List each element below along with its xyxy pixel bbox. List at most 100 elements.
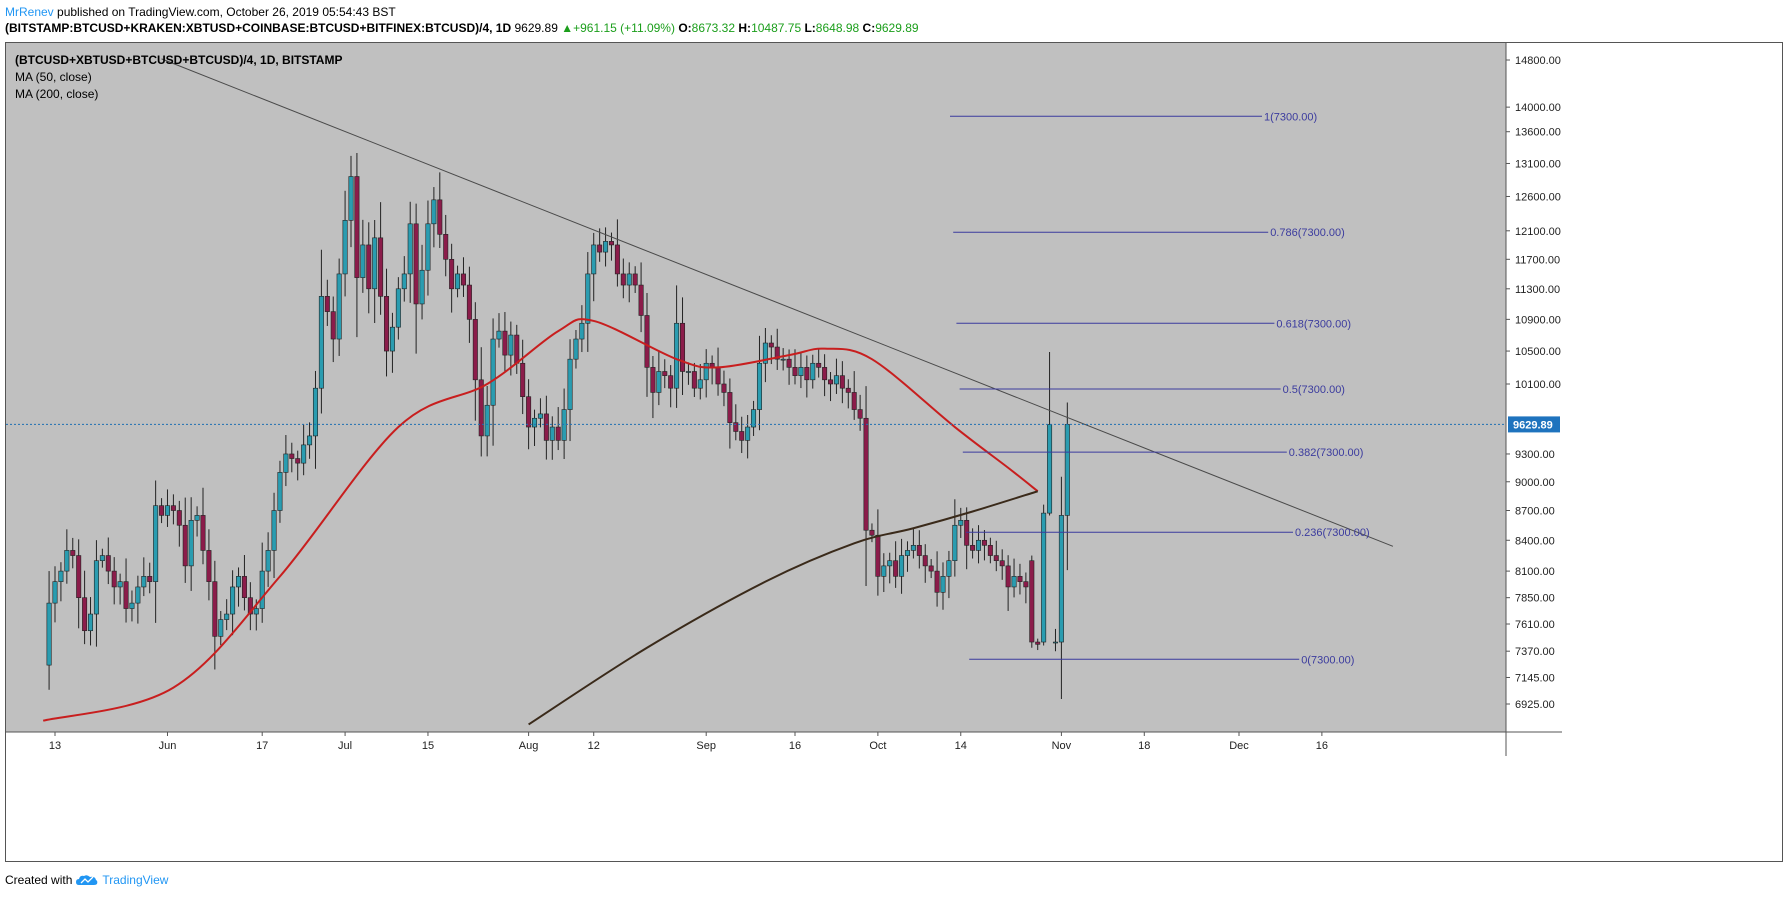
candle-body (964, 520, 970, 546)
candle-body (117, 581, 123, 588)
candle-body (987, 545, 993, 556)
candle-body (751, 409, 757, 428)
y-tick-label: 11700.00 (1515, 254, 1560, 266)
candle-body (768, 342, 774, 348)
candle-body (82, 597, 88, 632)
candle-body (934, 570, 940, 593)
candle-body (105, 555, 111, 572)
candle-body (93, 560, 99, 615)
candle-body (502, 330, 508, 356)
candle-body (1023, 581, 1029, 588)
x-tick-label: 12 (588, 740, 600, 752)
candle-body (603, 241, 609, 253)
candle-body (626, 273, 632, 286)
legend-ma50[interactable]: MA (50, close) (15, 70, 92, 84)
candle-body (508, 334, 514, 356)
candle-body (614, 244, 620, 275)
candle-body (904, 550, 910, 556)
candle-body (401, 273, 407, 290)
candle-body (425, 223, 431, 271)
candle-body (561, 409, 567, 441)
x-tick-label: Nov (1052, 740, 1072, 752)
candle-body (46, 602, 52, 666)
candle-body (620, 273, 626, 286)
candle-body (822, 367, 828, 381)
legend-ma200[interactable]: MA (200, close) (15, 87, 99, 101)
candle-body (952, 524, 958, 561)
candle-body (537, 413, 543, 419)
legend-main-series[interactable]: (BTCUSD+XBTUSD+BTCUSD+BTCUSD)/4, 1D, BIT… (15, 53, 343, 67)
candle-body (804, 367, 810, 381)
candle-body (1029, 560, 1035, 643)
candle-body (1035, 641, 1041, 645)
x-tick-label: Jul (338, 740, 352, 752)
candle-body (674, 322, 680, 389)
candle-body (881, 565, 887, 577)
candle-body (573, 338, 579, 360)
candle-body (236, 576, 242, 588)
candle-body (532, 417, 538, 428)
candle-body (786, 358, 792, 368)
candle-body (875, 534, 881, 577)
candle-body (277, 472, 283, 511)
candle-body (490, 338, 496, 406)
open-value: 8673.32 (691, 21, 736, 35)
y-tick-label: 6925.00 (1515, 699, 1555, 711)
x-tick-label: Sep (696, 740, 716, 752)
candle-body (496, 330, 502, 340)
candle-body (632, 273, 638, 286)
candle-body (940, 576, 946, 593)
candle-body (378, 237, 384, 297)
candle-body (1047, 424, 1053, 514)
price-change: +961.15 (+11.09%) (573, 21, 675, 35)
candle-body (188, 520, 194, 567)
y-tick-label: 7610.00 (1515, 619, 1555, 631)
y-tick-label: 7145.00 (1515, 672, 1555, 684)
candle-body (147, 576, 153, 582)
candle-body (455, 273, 461, 290)
candle-body (585, 273, 591, 324)
tradingview-brand[interactable]: TradingView (102, 873, 169, 887)
candle-body (1052, 641, 1058, 644)
fib-level-label: 0.5(7300.00) (1283, 384, 1345, 396)
candle-body (976, 539, 982, 551)
candle-body (366, 244, 372, 290)
candle-body (472, 319, 478, 381)
candle-body (579, 322, 585, 340)
candle-body (76, 555, 82, 598)
x-tick-label: 18 (1138, 740, 1150, 752)
candle-body (1058, 515, 1064, 643)
candle-body (330, 311, 336, 340)
candle-body (869, 529, 875, 536)
candle-body (555, 426, 561, 441)
candle-body (466, 284, 472, 320)
candle-body (851, 392, 857, 410)
candle-body (543, 413, 549, 441)
candle-body (230, 586, 236, 615)
symbol-name: (BITSTAMP:BTCUSD+KRAKEN:XBTUSD+COINBASE:… (5, 21, 512, 35)
candle-body (389, 326, 395, 352)
candle-body (685, 371, 691, 373)
candle-body (372, 237, 378, 290)
y-tick-label: 9300.00 (1515, 449, 1555, 461)
fib-level-label: 0.786(7300.00) (1270, 227, 1345, 239)
candle-body (608, 241, 614, 246)
y-tick-label: 7370.00 (1515, 646, 1555, 658)
candle-body (129, 602, 135, 609)
x-tick-label: Dec (1229, 740, 1249, 752)
candle-body (58, 570, 64, 582)
candle-body (999, 560, 1005, 567)
up-arrow-icon: ▲ (561, 21, 574, 35)
candle-body (549, 426, 555, 441)
author-link[interactable]: MrRenev (5, 5, 54, 19)
candle-body (478, 379, 484, 437)
candle-body (1017, 576, 1023, 582)
candle-body (176, 510, 182, 526)
low-value: 8648.98 (815, 21, 860, 35)
candle-body (857, 409, 863, 419)
candle-body (99, 555, 105, 561)
x-tick-label: Jun (159, 740, 177, 752)
footer: Created with TradingView (5, 873, 168, 887)
candle-body (70, 550, 76, 556)
